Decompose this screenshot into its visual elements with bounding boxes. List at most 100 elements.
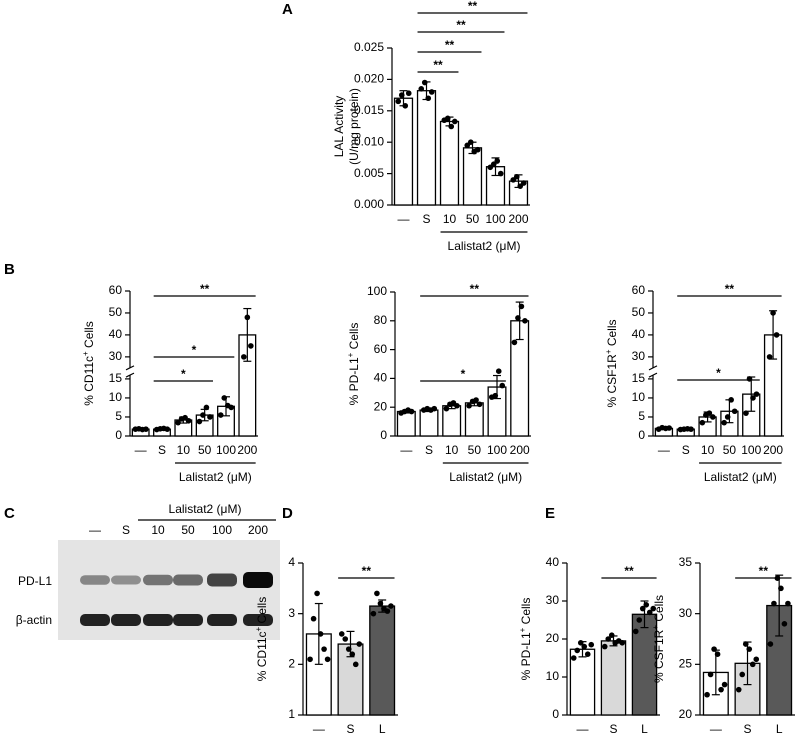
data-point <box>317 631 324 637</box>
data-point <box>474 146 481 153</box>
y-tick-label: 30 <box>109 349 123 363</box>
y-axis-label-part: + <box>518 627 527 632</box>
axis-break <box>125 365 135 371</box>
y-axis-label-part: % PD-L1 <box>519 632 533 680</box>
data-point <box>588 641 595 648</box>
x-tick-label: — <box>658 443 670 457</box>
y-axis-label-part: % CSF1R <box>605 354 619 408</box>
y-axis-label-part: % CSF1R <box>652 629 666 683</box>
data-point <box>750 395 756 401</box>
x-tick-label: 200 <box>237 443 257 457</box>
data-point <box>495 368 502 375</box>
data-point <box>494 158 501 164</box>
data-point <box>345 646 352 652</box>
x-tick-label: 10 <box>701 443 715 457</box>
x-tick-label: L <box>776 722 783 736</box>
data-point <box>771 600 777 607</box>
x-tick-label: — <box>577 722 589 736</box>
x-tick-label: L <box>641 722 648 736</box>
axis-break <box>648 365 658 371</box>
data-point <box>221 395 228 401</box>
data-point <box>497 170 504 177</box>
data-point <box>443 405 450 412</box>
chart: A 0.000 0.005 0.010 0.015 0.020 0.025 LAL Activ… <box>282 0 530 253</box>
group-label: Lalistat2 (μM) <box>179 470 252 484</box>
group-label: Lalistat2 (μM) <box>449 470 522 484</box>
data-point <box>164 426 171 432</box>
y-tick-label: 15 <box>109 371 123 385</box>
blot-lane-label: S <box>122 523 130 537</box>
data-point <box>370 610 377 617</box>
data-point <box>753 391 760 397</box>
data-point <box>646 609 653 616</box>
bar <box>462 147 483 206</box>
significance-label: ** <box>433 58 443 72</box>
data-point <box>619 640 626 646</box>
y-axis-label: % PD-L1+ Cells <box>518 598 534 681</box>
y-axis-label-part: Cells <box>652 595 666 625</box>
y-tick-label: 1 <box>288 707 295 721</box>
band <box>143 574 173 586</box>
data-point <box>570 655 577 661</box>
panel-label: B <box>4 261 15 278</box>
data-point <box>428 89 435 95</box>
data-point <box>499 382 506 389</box>
bar <box>369 605 396 716</box>
y-axis-label-part: + <box>651 625 660 630</box>
bar <box>416 90 437 206</box>
y-axis-label: (U/mg protein) <box>347 88 361 165</box>
y-axis-label: LAL Activity <box>332 96 346 158</box>
x-tick-label: — <box>710 722 722 736</box>
y-tick-label: 10 <box>109 390 123 404</box>
y-tick-label: 60 <box>632 283 646 297</box>
significance-label: ** <box>445 38 455 52</box>
significance-label: ** <box>725 282 735 296</box>
data-point <box>688 426 694 432</box>
data-point <box>473 397 479 403</box>
blot-lane-label: 200 <box>248 523 268 537</box>
y-tick-label: 0 <box>380 428 387 442</box>
y-tick-label: 50 <box>632 305 646 319</box>
x-tick-label: — <box>400 443 412 457</box>
y-tick-label: 40 <box>109 327 123 341</box>
band <box>80 575 110 585</box>
data-point <box>444 115 451 122</box>
data-point <box>781 621 788 627</box>
data-point <box>753 656 760 663</box>
y-tick-label: 80 <box>374 313 388 327</box>
data-point <box>520 180 527 186</box>
y-axis-label-part: Cells <box>82 321 96 351</box>
data-point <box>724 414 731 420</box>
data-point <box>466 402 472 409</box>
y-axis-label-part: % CD11c <box>255 631 269 681</box>
chart: D 1 2 3 4 % CD11c+ Cells — S L ** <box>254 505 398 736</box>
x-tick-label: 10 <box>443 212 457 226</box>
panel-label: D <box>282 505 293 522</box>
data-point <box>398 92 405 98</box>
data-point <box>321 646 327 652</box>
y-tick-label: 25 <box>679 657 693 671</box>
y-tick-label: 3 <box>288 606 295 620</box>
data-point <box>770 310 776 316</box>
group-label: Lalistat2 (μM) <box>704 470 777 484</box>
significance-label: ** <box>200 282 210 296</box>
data-point <box>577 640 584 646</box>
data-point <box>384 608 391 614</box>
y-tick-label: 40 <box>632 327 646 341</box>
y-tick-label: 30 <box>546 593 560 607</box>
data-point <box>511 339 518 346</box>
significance-label: ** <box>456 18 466 32</box>
band <box>207 573 237 587</box>
group-label: Lalistat2 (μM) <box>448 239 521 253</box>
y-tick-label: 10 <box>546 669 560 683</box>
chart: 20 25 30 35 % CSF1R+ Cells — S L ** <box>651 555 795 736</box>
band <box>173 574 203 586</box>
y-tick-label: 0 <box>638 428 645 442</box>
x-tick-label: 200 <box>763 443 783 457</box>
blot-row-label: β-actin <box>16 613 52 627</box>
data-point <box>707 671 714 678</box>
y-tick-label: 30 <box>632 349 646 363</box>
